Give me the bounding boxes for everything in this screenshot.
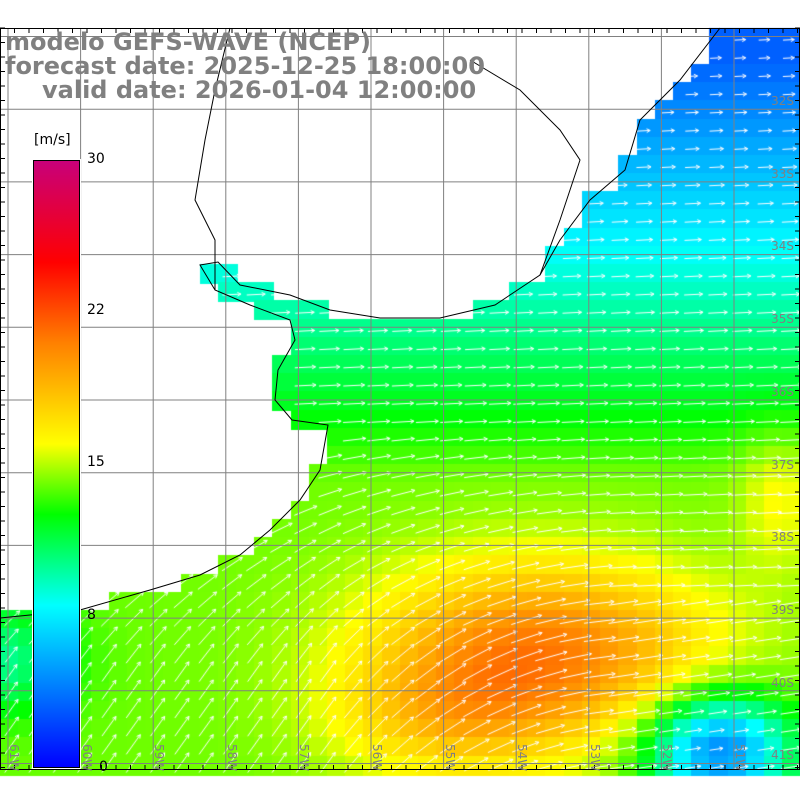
lon-label: 55W — [442, 744, 457, 772]
lat-label: 35S — [771, 312, 794, 327]
colorbar-tick-22: 22 — [87, 302, 105, 318]
colorbar-tick-0: 0 — [99, 759, 108, 775]
lat-label: 40S — [771, 675, 794, 690]
lat-label: 37S — [771, 457, 794, 472]
lat-label: 38S — [771, 530, 794, 545]
colorbar-tick-30: 30 — [87, 151, 105, 167]
lon-label: 56W — [370, 744, 384, 772]
lon-label: 58W — [224, 744, 239, 772]
valid-date: valid date: 2026-01-04 12:00:00 — [42, 76, 477, 104]
map-frame — [0, 28, 800, 770]
forecast-date: forecast date: 2025-12-25 18:00:00 — [5, 52, 485, 80]
lon-label: 54W — [515, 744, 530, 772]
lon-label: 60W — [79, 744, 94, 772]
lat-label: 36S — [771, 384, 794, 399]
model-title: modelo GEFS-WAVE (NCEP) — [5, 28, 371, 56]
lon-label: 61W — [7, 744, 21, 772]
lon-label: 57W — [297, 744, 312, 772]
lat-label: 41S — [771, 748, 794, 763]
lon-label: 59W — [152, 744, 167, 772]
colorbar-tick-15: 15 — [87, 454, 105, 470]
border-line — [194, 27, 231, 290]
lon-label: 52W — [660, 744, 675, 772]
lon-label: 53W — [587, 744, 602, 772]
lat-label: 39S — [771, 602, 794, 617]
lat-label: 34S — [771, 239, 794, 254]
frame-ticks — [0, 27, 800, 770]
lon-label: 51W — [733, 744, 747, 772]
lat-label: 33S — [771, 166, 794, 181]
lagoon-line — [469, 59, 581, 276]
coastline — [0, 27, 721, 619]
lat-label: 32S — [771, 94, 794, 108]
colorbar — [32, 159, 81, 769]
colorbar-unit: [m/s] — [34, 132, 71, 148]
colorbar-tick-8: 8 — [87, 607, 96, 623]
